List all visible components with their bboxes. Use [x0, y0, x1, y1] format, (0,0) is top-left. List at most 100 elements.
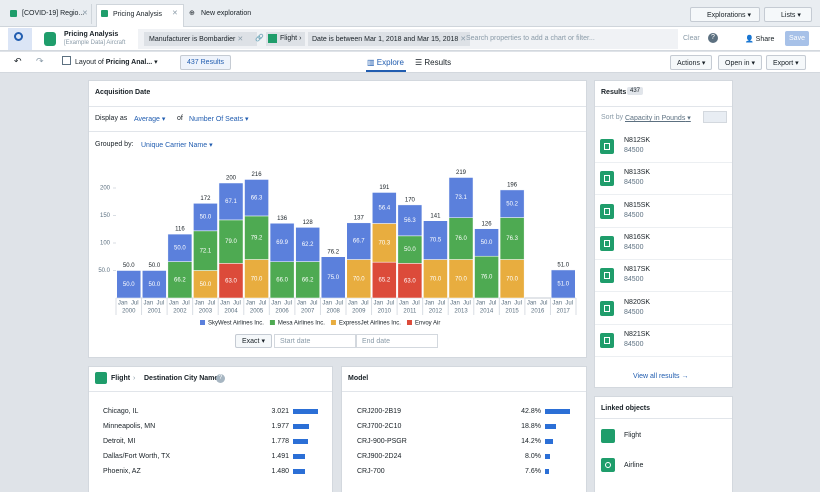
segment-label: 56.3 — [404, 218, 416, 224]
legend-swatch — [200, 320, 205, 325]
segment-label: 56.4 — [378, 206, 390, 212]
x-sublabel: Jan — [425, 301, 435, 307]
count-bar — [293, 424, 310, 429]
share-bar — [545, 469, 550, 474]
count-bar — [293, 409, 318, 414]
share-bar — [545, 424, 556, 429]
select-label: Unique Carrier Name — [141, 142, 208, 149]
x-sublabel: Jul — [514, 301, 522, 307]
result-icon-page — [604, 143, 610, 150]
segment-label: 67.1 — [225, 199, 237, 205]
view-all-link[interactable]: View all results → — [633, 373, 689, 380]
segment-label: 76.0 — [481, 275, 493, 281]
explorations-button[interactable]: Explorations ▾ — [690, 7, 760, 22]
close-icon[interactable]: ✕ — [172, 10, 178, 17]
result-name: N813SK — [624, 169, 651, 177]
clear-button[interactable]: Clear — [683, 35, 700, 42]
layout-selector[interactable]: Layout of Pricing Anal... ▾ — [75, 59, 158, 66]
flight-icon — [268, 34, 277, 43]
sort-label: Sort by — [601, 114, 624, 121]
result-row[interactable] — [595, 228, 732, 260]
result-row[interactable] — [595, 163, 732, 196]
result-row[interactable] — [595, 293, 732, 325]
result-icon — [600, 300, 614, 316]
x-sublabel: Jan — [527, 301, 537, 307]
layout-name: Pricing Anal... — [105, 59, 153, 66]
open-in-button[interactable]: Open in ▾ — [718, 55, 762, 70]
tab[interactable]: [COVID-19] Regio... — [6, 4, 92, 24]
total-label: 170 — [405, 197, 416, 203]
result-value: 84500 — [624, 340, 644, 348]
divider — [89, 131, 586, 132]
save-button[interactable]: Save — [785, 31, 809, 46]
bar-segment — [295, 227, 320, 262]
search-placeholder[interactable]: Search properties to add a chart or filt… — [466, 35, 595, 42]
total-label: 141 — [430, 213, 441, 219]
sort-select[interactable]: Capacity in Pounds ▾ — [625, 115, 691, 122]
result-value: 84500 — [624, 276, 644, 284]
button-label: Lists — [781, 12, 796, 19]
help-icon[interactable]: ? — [708, 33, 718, 43]
x-sublabel: Jan — [143, 301, 153, 307]
explore-tab[interactable]: ▥ Explore — [367, 58, 404, 67]
result-row[interactable] — [595, 260, 732, 293]
segment-label: 76.0 — [455, 236, 467, 242]
segment-label: 70.5 — [430, 238, 442, 244]
x-sublabel: Jul — [361, 301, 369, 307]
x-tick-label: 2011 — [403, 309, 417, 315]
y-tick-label: 50.0 — [98, 268, 110, 274]
result-row[interactable] — [595, 325, 732, 357]
tab-active[interactable]: Pricing Analysis — [96, 4, 184, 27]
redo-button[interactable]: ↷ — [36, 56, 44, 66]
result-row[interactable] — [595, 131, 732, 163]
button-label: Save — [789, 35, 805, 42]
x-sublabel: Jan — [246, 301, 256, 307]
result-row[interactable] — [595, 196, 732, 228]
x-tick-label: 2009 — [352, 309, 366, 315]
property-select[interactable]: Number Of Seats ▾ — [189, 116, 249, 123]
linked-object[interactable]: Airline — [624, 462, 644, 469]
total-label: 128 — [303, 220, 314, 226]
result-icon — [600, 203, 614, 219]
results-count: 437 — [627, 87, 644, 95]
sort-direction[interactable] — [703, 111, 727, 123]
filter-chip[interactable]: Manufacturer is Bombardier ✕ — [144, 32, 258, 46]
bar-segment — [167, 261, 193, 299]
share-button[interactable]: 👤 Share — [745, 36, 775, 43]
bar-segment — [499, 259, 525, 299]
legend-label: ExpressJet Airlines Inc. — [339, 321, 401, 327]
end-date-input[interactable]: End date — [356, 334, 438, 348]
result-name: N812SK — [624, 137, 651, 144]
undo-button[interactable]: ↶ — [14, 56, 22, 66]
city-label: Phoenix, AZ — [103, 468, 141, 475]
tab[interactable]: New exploration — [188, 4, 256, 24]
aggregate-select[interactable]: Average ▾ — [134, 116, 166, 123]
exact-select[interactable]: Exact ▾ — [235, 334, 272, 348]
x-tick-label: 2013 — [454, 309, 468, 315]
x-sublabel: Jan — [399, 301, 409, 307]
destination-panel — [88, 366, 333, 492]
x-sublabel: Jan — [271, 301, 281, 307]
bar-segment — [372, 223, 397, 263]
button-label: Share — [755, 36, 775, 43]
bar-segment — [372, 192, 397, 224]
linked-object[interactable]: Flight — [624, 432, 642, 439]
share-bar — [545, 439, 554, 444]
total-label: 137 — [354, 215, 365, 221]
segment-label: 70.0 — [353, 276, 365, 282]
filter-chip[interactable]: Date is between Mar 1, 2018 and Mar 15, … — [308, 32, 471, 46]
lists-button[interactable]: Lists ▾ — [764, 7, 812, 22]
export-button[interactable]: Export ▾ — [766, 55, 806, 70]
results-tab[interactable]: ☰ Results — [415, 58, 452, 67]
legend-swatch — [330, 320, 336, 325]
close-icon[interactable]: ✕ — [82, 10, 88, 17]
results-button[interactable]: 437 Results — [180, 55, 231, 70]
x-sublabel: Jul — [565, 301, 573, 307]
share-bar — [545, 409, 570, 414]
help-icon[interactable]: ? — [216, 374, 225, 383]
actions-button[interactable]: Actions ▾ — [670, 55, 713, 70]
segment-label: 66.2 — [174, 277, 186, 283]
start-date-input[interactable]: Start date — [274, 334, 356, 348]
group-select[interactable]: Unique Carrier Name ▾ — [141, 142, 213, 149]
